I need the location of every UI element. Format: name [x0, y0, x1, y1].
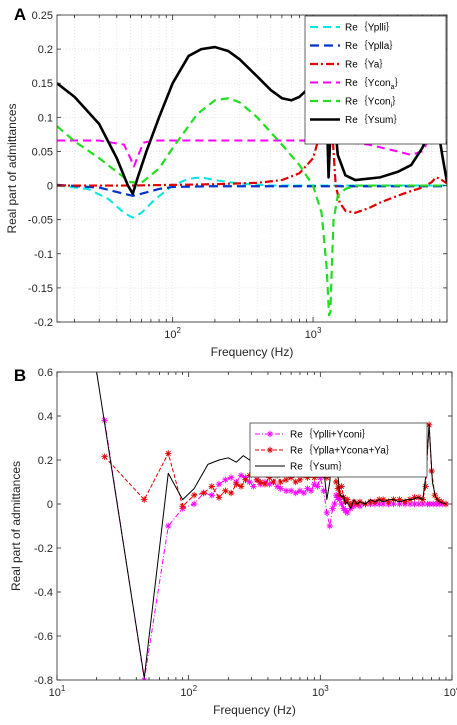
y-tick-label: -0.1	[34, 249, 53, 261]
data-point	[179, 503, 186, 510]
data-point	[242, 476, 249, 483]
data-point	[227, 474, 235, 481]
y-tick-label: 0.05	[32, 146, 53, 158]
data-point	[296, 476, 304, 483]
panel-b: -0.8 -0.6 -0.4 -0.2 0 0.2 0.4 0.6 Frequency (Hz)…	[9, 366, 453, 717]
data-point	[222, 476, 229, 483]
data-point	[331, 500, 338, 508]
series-line-3	[57, 90, 447, 214]
y-tick-label: 0.4	[38, 411, 53, 423]
data-point	[222, 487, 229, 494]
data-point	[287, 487, 295, 494]
y-tick-label: 0.15	[32, 78, 53, 90]
axes-box	[56, 371, 453, 681]
y-tick-label: -0.2	[34, 543, 53, 555]
legend-label: Re｛Yplla｝	[345, 40, 399, 52]
data-point	[101, 453, 108, 460]
legend-label: Re｛Yconi｝	[345, 96, 402, 110]
y-tick-label: 0.1	[38, 112, 53, 124]
y-tick-label: -0.6	[34, 631, 53, 643]
legend-label: Re｛Ycona｝	[345, 77, 404, 91]
legend-label: Re｛Ya｝	[345, 59, 389, 71]
data-point	[282, 487, 290, 494]
x-tick-label: 103	[312, 684, 329, 699]
legend-marker	[266, 430, 274, 438]
data-point	[300, 489, 308, 497]
legend: Re｛Yplli+Yconi｝ Re｛Yplla+Ycona+Ya｝ Re｛Ysum…	[249, 422, 428, 478]
data-point	[237, 472, 245, 479]
data-point	[277, 478, 284, 486]
panel-a: -0.2 -0.15 -0.1 -0.05 0 0.05 0.1 0.15 0.2 0.25 Fre…	[5, 5, 448, 359]
data-point	[344, 509, 351, 516]
data-point	[237, 483, 245, 490]
data-point	[141, 496, 148, 503]
data-point	[165, 450, 172, 457]
data-point	[215, 494, 223, 501]
legend-label: Re｛Ysum｝	[345, 114, 403, 126]
legend-label: Re｛Yplli+Yconi｝	[290, 429, 372, 441]
y-tick-label: 0.25	[32, 10, 53, 22]
y-tick-label: -0.8	[34, 675, 53, 687]
y-tick-label: -0.4	[34, 587, 53, 599]
data-point	[261, 481, 269, 488]
data-point	[208, 492, 216, 499]
y-tick-label: 0	[47, 181, 53, 193]
x-tick-label: 103	[305, 326, 322, 341]
data-point	[296, 487, 304, 494]
data-point	[304, 485, 311, 492]
data-point	[323, 509, 331, 516]
data-point	[326, 522, 333, 530]
x-axis-label: Frequency (Hz)	[211, 345, 294, 359]
legend-label: Re｛Ysum｝	[290, 461, 348, 473]
data-point	[233, 481, 240, 488]
y-tick-label: 0.6	[38, 367, 53, 379]
data-point	[200, 489, 207, 497]
panel-label: B	[14, 366, 26, 385]
x-tick-label: 101	[49, 684, 66, 699]
data-point	[253, 476, 261, 483]
legend-label: Re｛Yplli｝	[345, 22, 396, 34]
data-point	[250, 483, 257, 490]
data-point	[190, 492, 198, 499]
data-point	[270, 478, 277, 486]
data-point	[411, 500, 418, 508]
legend-label: Re｛Yplla+Ycona+Ya｝	[290, 445, 396, 457]
y-tick-label: -0.15	[28, 283, 53, 295]
y-tick-label: -0.2	[34, 317, 53, 329]
data-point	[165, 522, 172, 530]
data-point	[311, 481, 318, 488]
y-tick-label: -0.05	[28, 215, 53, 227]
legend-marker	[266, 446, 274, 454]
data-point	[257, 478, 264, 486]
y-tick-label: 0	[47, 499, 53, 511]
panel-label: A	[14, 5, 26, 24]
data-point	[320, 487, 327, 494]
data-point	[190, 500, 198, 508]
x-axis-label: Frequency (Hz)	[213, 703, 296, 717]
data-point	[314, 483, 321, 490]
y-tick-label: 0.2	[38, 455, 53, 467]
data-point	[227, 489, 235, 497]
data-point	[282, 476, 290, 483]
y-axis-label: Real part of admittances	[5, 103, 19, 233]
data-point	[307, 487, 315, 494]
data-point	[273, 483, 281, 490]
x-tick-label: 102	[164, 326, 181, 341]
data-point	[215, 481, 223, 488]
axes-box	[56, 14, 448, 323]
x-tick-label: 102	[180, 684, 197, 699]
series-line-1	[57, 176, 447, 219]
data-point	[208, 483, 216, 490]
legend: Re｛Yplli｝ Re｛Yplla｝ Re｛Ya｝ Re｛Ycona｝ Re｛Ycon…	[304, 15, 447, 145]
y-tick-label: 0.2	[38, 44, 53, 56]
x-tick-label: 104	[444, 684, 457, 699]
data-point	[277, 485, 284, 492]
y-axis-label: Real part of admittances	[9, 461, 23, 591]
